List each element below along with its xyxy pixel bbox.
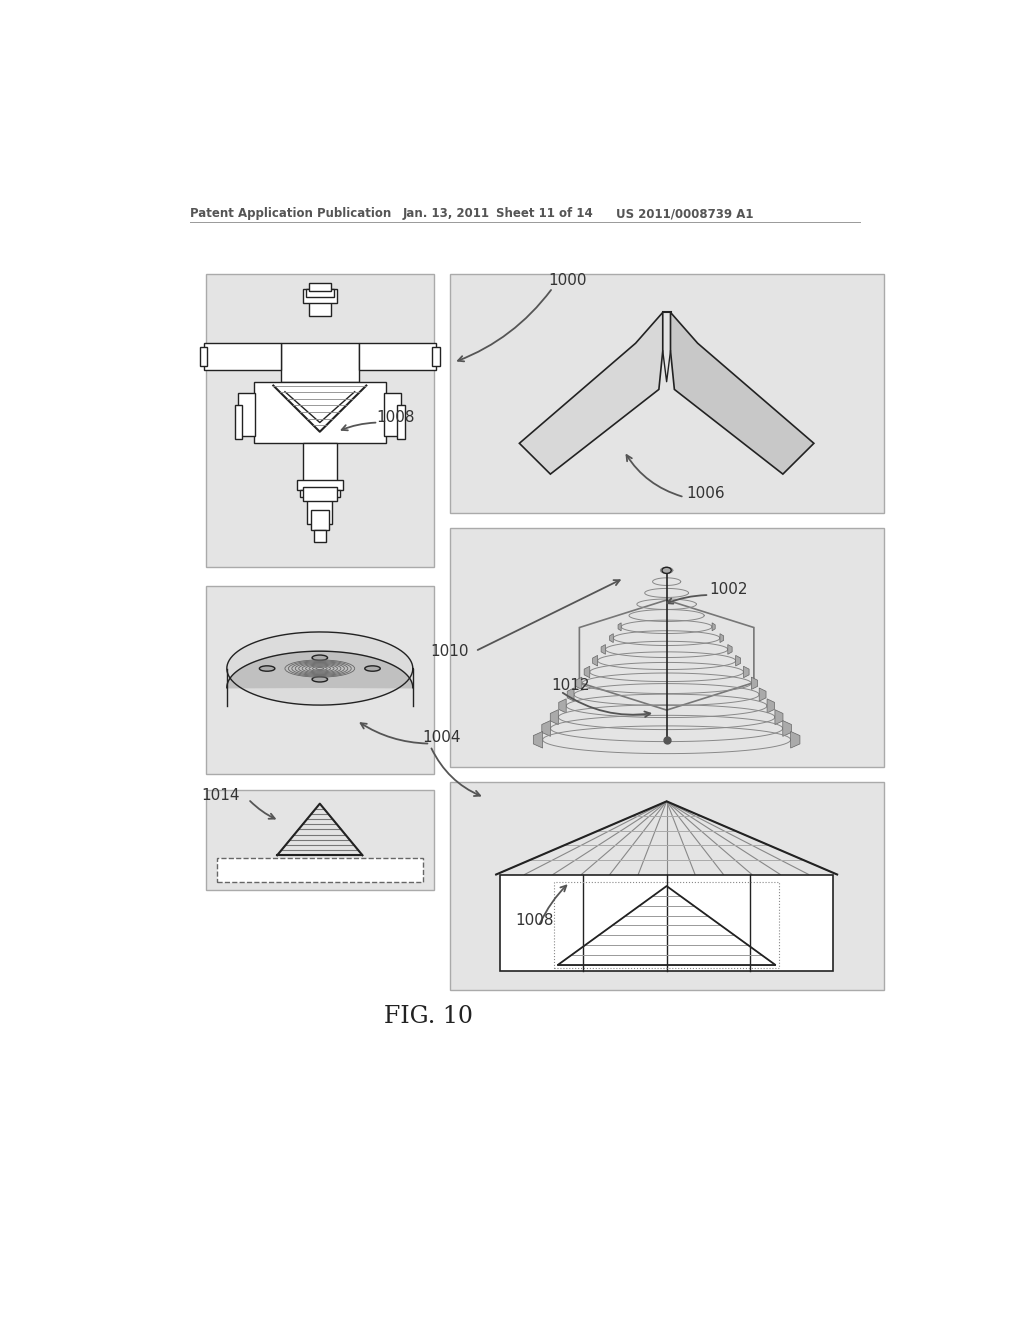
Bar (310, 511, 329, 529)
Polygon shape (782, 721, 792, 737)
Text: Jan. 13, 2011: Jan. 13, 2011 (403, 207, 490, 220)
Polygon shape (735, 656, 740, 667)
Bar (309, 284, 331, 290)
Ellipse shape (312, 655, 328, 660)
Polygon shape (559, 698, 566, 713)
Polygon shape (593, 656, 598, 667)
Text: Patent Application Publication: Patent Application Publication (190, 207, 391, 220)
Ellipse shape (312, 677, 328, 682)
Ellipse shape (259, 665, 274, 672)
Polygon shape (550, 710, 558, 725)
FancyBboxPatch shape (450, 528, 884, 767)
Polygon shape (584, 667, 590, 677)
Polygon shape (601, 644, 605, 655)
Ellipse shape (662, 568, 672, 573)
Ellipse shape (365, 665, 380, 672)
Text: 1000: 1000 (548, 272, 587, 288)
Bar (307, 490, 332, 524)
Bar (217, 858, 423, 882)
Polygon shape (227, 632, 413, 705)
Text: 1008: 1008 (515, 913, 554, 928)
Bar (297, 480, 343, 490)
Text: FIG. 10: FIG. 10 (384, 1006, 473, 1028)
Bar (254, 381, 386, 444)
Polygon shape (519, 313, 663, 474)
Text: US 2011/0008739 A1: US 2011/0008739 A1 (616, 207, 754, 220)
Polygon shape (767, 698, 774, 713)
Text: 1008: 1008 (376, 411, 415, 425)
Bar (306, 289, 334, 297)
FancyBboxPatch shape (450, 781, 884, 990)
Bar (313, 531, 326, 543)
Polygon shape (728, 644, 732, 655)
Bar (384, 393, 401, 436)
Bar (303, 289, 337, 304)
Polygon shape (618, 623, 622, 631)
Polygon shape (226, 651, 413, 688)
Polygon shape (759, 688, 766, 701)
Text: Sheet 11 of 14: Sheet 11 of 14 (496, 207, 593, 220)
Bar (303, 444, 337, 490)
Bar (300, 490, 340, 498)
Bar (239, 393, 255, 436)
Text: 1014: 1014 (202, 788, 240, 803)
Text: 1006: 1006 (686, 486, 725, 500)
Text: 1002: 1002 (710, 582, 748, 597)
Bar (204, 343, 281, 370)
FancyBboxPatch shape (206, 789, 434, 890)
Bar (200, 347, 208, 367)
Polygon shape (542, 721, 551, 737)
Bar (303, 487, 337, 502)
Polygon shape (534, 731, 543, 748)
Text: 1004: 1004 (423, 730, 461, 744)
Bar (500, 874, 834, 970)
Bar (432, 347, 440, 367)
Polygon shape (791, 731, 800, 748)
Polygon shape (575, 677, 582, 689)
FancyBboxPatch shape (206, 275, 434, 566)
FancyBboxPatch shape (450, 275, 884, 512)
Polygon shape (743, 667, 750, 677)
Text: 1012: 1012 (551, 678, 590, 693)
Text: 1010: 1010 (430, 644, 469, 659)
Bar (281, 343, 358, 381)
FancyBboxPatch shape (206, 586, 434, 775)
Bar (397, 405, 406, 440)
Bar (309, 289, 331, 317)
Polygon shape (609, 634, 613, 643)
Polygon shape (775, 710, 783, 725)
Bar (554, 882, 779, 969)
Bar (358, 343, 436, 370)
Polygon shape (567, 688, 574, 701)
Polygon shape (752, 677, 758, 689)
Polygon shape (671, 313, 814, 474)
Polygon shape (720, 634, 724, 643)
Bar (234, 405, 243, 440)
Polygon shape (712, 623, 715, 631)
